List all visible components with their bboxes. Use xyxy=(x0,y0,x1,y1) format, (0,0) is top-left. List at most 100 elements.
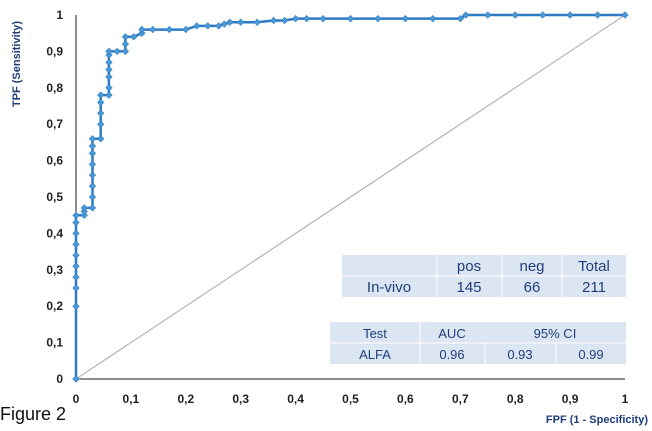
roc-point xyxy=(121,47,130,56)
roc-point xyxy=(456,15,464,23)
roc-point xyxy=(72,218,80,227)
y-tick-label: 0,8 xyxy=(46,81,63,95)
y-tick-label: 0,6 xyxy=(46,154,63,168)
roc-point xyxy=(566,11,574,19)
auc-row-auc: 0.96 xyxy=(439,347,464,362)
x-tick-label: 0,8 xyxy=(507,392,524,406)
roc-point xyxy=(291,15,300,23)
x-tick-label: 0,1 xyxy=(123,392,140,406)
roc-point xyxy=(105,73,113,81)
auc-header-auc: AUC xyxy=(438,326,465,341)
roc-point xyxy=(72,284,80,292)
x-tick-label: 0,5 xyxy=(342,392,359,406)
x-axis-title: FPF (1 - Specificity) xyxy=(546,414,648,426)
roc-point xyxy=(97,98,105,106)
roc-point xyxy=(113,47,121,56)
x-tick-label: 0,6 xyxy=(397,392,414,406)
roc-point xyxy=(182,25,190,34)
roc-point xyxy=(121,33,130,41)
roc-point xyxy=(72,229,80,238)
roc-point xyxy=(220,20,228,28)
y-tick-label: 1 xyxy=(56,8,63,22)
roc-point xyxy=(302,15,311,23)
roc-point xyxy=(346,15,355,23)
roc-point xyxy=(80,211,88,219)
y-tick-label: 0,3 xyxy=(46,263,63,277)
roc-point xyxy=(149,25,157,34)
roc-point xyxy=(88,142,97,150)
roc-point xyxy=(105,51,113,59)
x-tick-label: 0,2 xyxy=(177,392,194,406)
y-axis-title: TPF (Sensitivity) xyxy=(11,21,23,108)
auc-row-ci-upper: 0.99 xyxy=(578,347,603,362)
x-tick-label: 0 xyxy=(73,392,80,406)
roc-point xyxy=(215,22,223,30)
roc-point xyxy=(72,240,80,248)
y-tick-labels: 0 0,1 0,2 0,3 0,4 0,5 0,6 0,7 0,8 0,9 1 xyxy=(46,8,63,386)
roc-point xyxy=(165,25,173,34)
summary-header-total: Total xyxy=(578,258,610,275)
roc-point xyxy=(193,22,201,30)
roc-point xyxy=(105,91,113,99)
roc-point xyxy=(97,109,105,117)
x-tick-label: 0,4 xyxy=(287,392,304,406)
roc-point xyxy=(539,11,547,19)
roc-point xyxy=(88,204,97,212)
x-tick-label: 0,9 xyxy=(562,392,579,406)
roc-point xyxy=(105,47,113,56)
auc-header-test: Test xyxy=(363,326,387,341)
auc-table: Test AUC 95% CI ALFA 0.96 0.93 0.99 xyxy=(330,322,626,364)
summary-row-label: In-vivo xyxy=(367,279,411,296)
y-tick-label: 0,9 xyxy=(46,44,63,58)
roc-point xyxy=(72,302,80,310)
summary-header-pos: pos xyxy=(457,258,481,275)
y-tick-label: 0,7 xyxy=(46,117,63,131)
roc-point xyxy=(105,84,113,92)
y-tick-label: 0,4 xyxy=(46,226,63,240)
summary-pos-value: 145 xyxy=(456,279,481,296)
roc-point xyxy=(97,120,105,128)
roc-point xyxy=(97,135,105,143)
roc-point xyxy=(88,193,97,201)
x-tick-labels: 0 0,1 0,2 0,3 0,4 0,5 0,6 0,7 0,8 0,9 1 xyxy=(73,392,629,406)
roc-point xyxy=(270,16,278,25)
y-tick-label: 0 xyxy=(56,372,63,386)
roc-point xyxy=(97,91,105,99)
roc-point xyxy=(72,211,80,219)
roc-point xyxy=(138,25,146,34)
x-tick-label: 1 xyxy=(622,392,629,406)
roc-point xyxy=(280,16,289,25)
summary-table: pos neg Total In-vivo 145 66 211 xyxy=(342,255,626,297)
y-tick-label: 0,2 xyxy=(46,299,63,313)
roc-point xyxy=(226,18,234,26)
roc-point xyxy=(511,11,519,19)
roc-point xyxy=(484,11,492,19)
roc-point xyxy=(88,135,97,143)
roc-point xyxy=(105,58,113,66)
roc-point xyxy=(88,149,97,157)
auc-header-ci: 95% CI xyxy=(534,326,577,341)
reference-diagonal xyxy=(75,14,626,380)
diagonal-line xyxy=(75,14,626,380)
roc-point xyxy=(237,18,245,26)
x-tick-label: 0,7 xyxy=(452,392,469,406)
roc-point xyxy=(88,160,97,168)
summary-header-neg: neg xyxy=(519,258,544,275)
roc-point xyxy=(121,40,130,48)
y-tick-label: 0,1 xyxy=(46,336,63,350)
x-tick-label: 0,3 xyxy=(232,392,249,406)
figure-caption: Figure 2 xyxy=(0,404,67,424)
roc-point xyxy=(429,15,437,23)
roc-point xyxy=(80,204,88,212)
roc-point xyxy=(105,65,113,74)
roc-point xyxy=(253,18,261,26)
roc-point xyxy=(138,29,146,37)
roc-point xyxy=(462,11,470,19)
roc-curve-markers xyxy=(72,11,629,383)
roc-point xyxy=(88,182,97,190)
roc-point xyxy=(80,207,88,216)
summary-total-value: 211 xyxy=(582,279,606,296)
roc-point xyxy=(72,375,80,383)
roc-point xyxy=(72,251,80,259)
roc-point xyxy=(130,33,138,41)
